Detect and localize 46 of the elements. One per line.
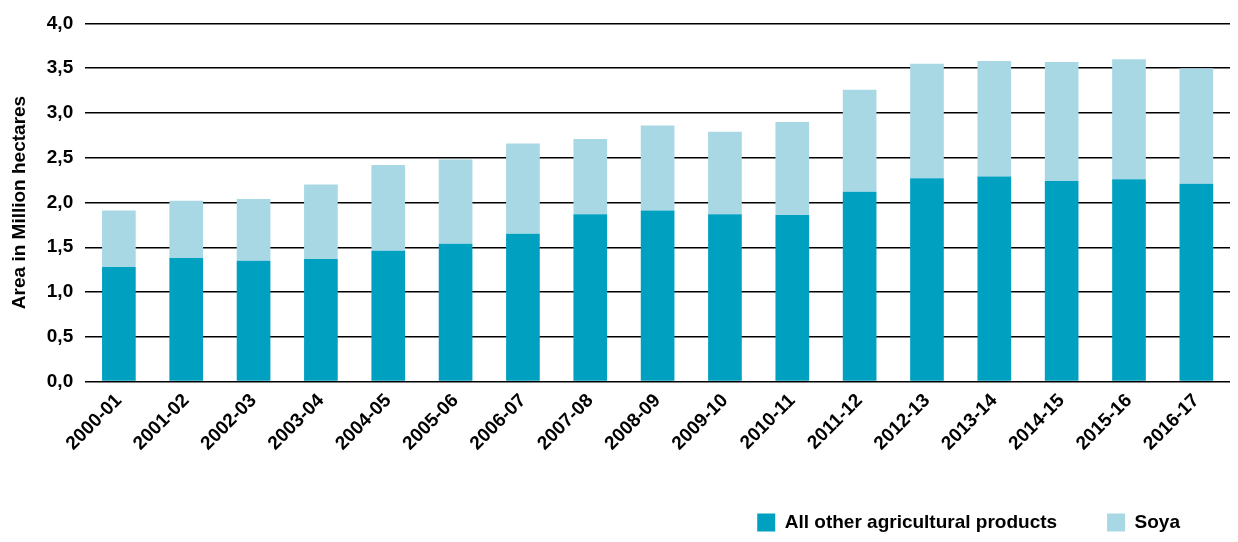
- bar: [506, 143, 540, 234]
- bar: [910, 178, 944, 381]
- y-tick-label: 4,0: [46, 11, 74, 33]
- legend-label: All other agricultural products: [784, 510, 1058, 532]
- y-tick-label: 3,0: [46, 101, 74, 123]
- bar: [236, 260, 271, 381]
- y-axis-title: Area in Million hectares: [7, 95, 29, 310]
- y-tick-label: 2,0: [46, 190, 74, 212]
- bar: [573, 138, 608, 215]
- bar: [169, 258, 204, 381]
- y-tick-label: 2,5: [46, 145, 74, 167]
- bar: [438, 243, 473, 381]
- bar: [708, 131, 742, 215]
- bar: [1112, 59, 1146, 180]
- bar: [506, 233, 540, 381]
- bar: [1179, 183, 1214, 381]
- bar: [708, 214, 742, 381]
- bar: [842, 191, 877, 381]
- bar: [1179, 68, 1214, 184]
- bar: [438, 159, 473, 244]
- bar: [371, 164, 406, 251]
- bar: [1044, 181, 1079, 381]
- y-tick-label: 1,5: [46, 235, 74, 257]
- bar: [775, 215, 810, 381]
- bar: [371, 250, 406, 381]
- bar: [775, 121, 810, 216]
- bar: [910, 63, 944, 179]
- bar: [236, 198, 271, 261]
- y-tick-label: 1,0: [46, 280, 74, 302]
- bar: [102, 266, 136, 381]
- bar: [304, 258, 338, 381]
- y-tick-label: 0,5: [46, 325, 74, 347]
- bar: [977, 61, 1012, 177]
- bar: [977, 176, 1012, 381]
- bar: [1112, 179, 1146, 381]
- bar: [640, 125, 675, 211]
- y-tick-label: 3,5: [46, 56, 74, 78]
- bar: [304, 184, 338, 259]
- bar: [169, 200, 204, 258]
- bar: [1044, 61, 1079, 181]
- bar: [573, 214, 608, 381]
- bar: [102, 210, 136, 267]
- legend-label: Soya: [1134, 510, 1181, 532]
- bar: [842, 89, 877, 192]
- bar: [640, 210, 675, 381]
- y-tick-label: 0,0: [46, 369, 74, 391]
